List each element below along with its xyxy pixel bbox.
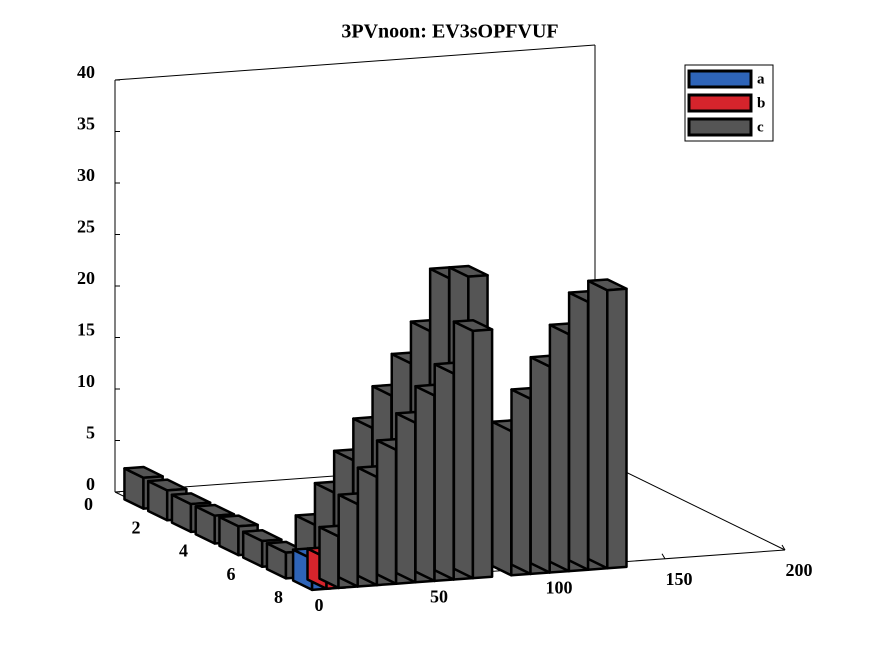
bar-side — [567, 291, 590, 571]
y-tick — [781, 544, 786, 551]
y-tick-label: 150 — [666, 569, 693, 589]
bar — [452, 318, 494, 580]
legend-label: b — [757, 95, 765, 111]
z-tick-label: 15 — [77, 320, 95, 340]
bar-side — [548, 323, 571, 573]
z-tick-label: 5 — [86, 423, 95, 443]
chart-title: 3PVnoon: EV3sOPFVUF — [341, 21, 558, 43]
bar-side — [337, 493, 359, 588]
x-tick-label: 2 — [132, 517, 141, 537]
bar-front — [471, 328, 494, 580]
legend: abc — [684, 64, 774, 142]
x-tick-label: 4 — [179, 541, 188, 561]
legend-label: a — [757, 71, 765, 87]
legend-swatch — [687, 69, 753, 89]
x-tick-label: 8 — [274, 587, 283, 607]
bar-side — [587, 279, 609, 570]
bar-side — [452, 320, 475, 580]
bar-front — [606, 287, 628, 570]
z-tick-label: 30 — [77, 165, 95, 185]
y-tick-label: 200 — [786, 560, 813, 580]
x-tick-label: 0 — [84, 494, 93, 514]
x-tick-label: 6 — [227, 564, 236, 584]
z-tick-label: 0 — [86, 474, 95, 494]
bar-side — [395, 412, 417, 584]
z-tick-label: 25 — [77, 217, 95, 237]
tick-labels: 0 5 10 15 20 25 30 35 40 0 2 4 6 8 0 50 100 150 200 — [77, 62, 813, 615]
bar-side — [491, 420, 513, 577]
bar-side — [433, 362, 455, 581]
bar-side — [356, 466, 379, 587]
legend-label: c — [757, 119, 764, 135]
y-tick-label: 50 — [430, 586, 448, 606]
bar-side — [375, 439, 398, 585]
bar-side — [414, 384, 436, 583]
legend-swatch — [687, 117, 753, 137]
z-tick-label: 35 — [77, 114, 95, 134]
z-tick-label: 20 — [77, 268, 95, 288]
bar-side — [510, 388, 532, 576]
y-tick-label: 0 — [315, 595, 324, 615]
y-tick — [661, 553, 666, 560]
z-tick-label: 40 — [77, 62, 95, 82]
bar-side — [529, 355, 551, 574]
bars — [123, 264, 628, 592]
bar — [587, 278, 628, 570]
frame-edge — [114, 44, 596, 81]
legend-swatch — [687, 93, 753, 113]
z-tick-label: 10 — [77, 371, 95, 391]
y-tick-label: 100 — [546, 578, 573, 598]
